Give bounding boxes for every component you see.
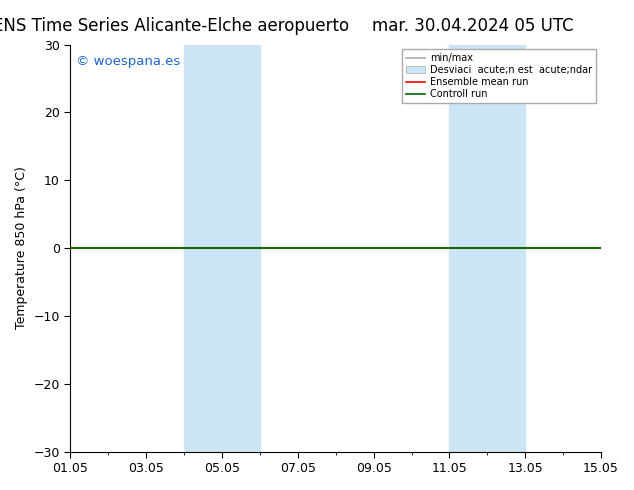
Legend: min/max, Desviaci  acute;n est  acute;ndar, Ensemble mean run, Controll run: min/max, Desviaci acute;n est acute;ndar… [402, 49, 596, 103]
Text: mar. 30.04.2024 05 UTC: mar. 30.04.2024 05 UTC [372, 17, 573, 35]
Text: ENS Time Series Alicante-Elche aeropuerto: ENS Time Series Alicante-Elche aeropuert… [0, 17, 349, 35]
Text: © woespana.es: © woespana.es [75, 55, 180, 68]
Y-axis label: Temperature 850 hPa (°C): Temperature 850 hPa (°C) [15, 167, 28, 329]
Bar [184, 45, 260, 452]
Bar [450, 45, 525, 452]
